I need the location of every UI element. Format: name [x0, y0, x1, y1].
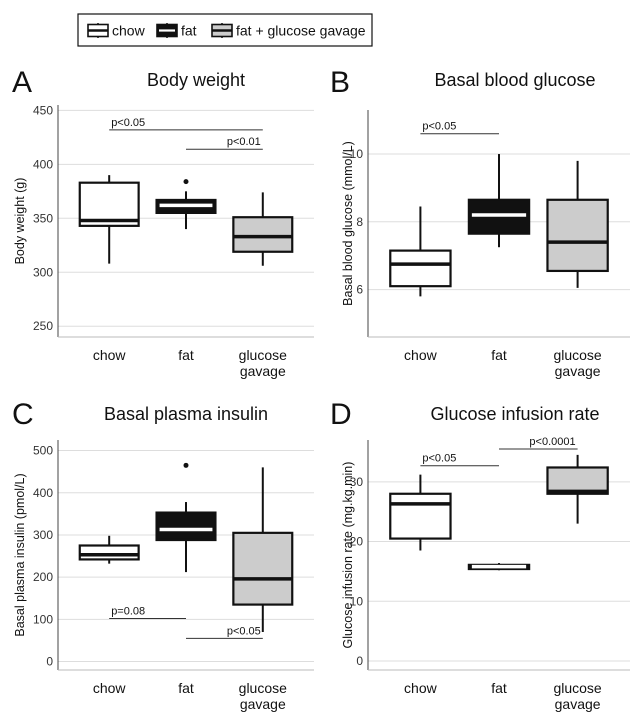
box-body-b-2	[546, 198, 609, 273]
x-tick-label-d-2-0: glucose	[553, 680, 601, 696]
box-b-2	[546, 160, 609, 288]
x-tick-label-d-2-1: gavage	[555, 696, 601, 712]
sig-label-d-0: p<0.05	[422, 453, 456, 465]
y-tick-label-c-0: 0	[46, 655, 53, 669]
y-tick-label-c-4: 400	[33, 486, 53, 500]
sig-label-c-0: p=0.08	[111, 606, 145, 618]
legend-item-gavage: fat + glucose gavage	[211, 23, 366, 39]
y-tick-label-d-0: 0	[356, 654, 363, 668]
box-body-a-2	[232, 216, 294, 253]
y-axis-label-c: Basal plasma insulin (pmol/L)	[13, 473, 27, 636]
outlier-a-1-0	[183, 179, 189, 185]
y-axis-label-b: Basal blood glucose (mmol/L)	[341, 141, 355, 306]
y-tick-label-c-5: 500	[33, 444, 53, 458]
sig-label-c-1: p<0.05	[227, 625, 261, 637]
box-body-c-2	[232, 531, 294, 606]
title-c: Basal plasma insulin	[104, 404, 268, 424]
y-tick-label-b-2: 10	[350, 147, 364, 161]
x-tick-label-b-1: fat	[491, 347, 507, 363]
y-tick-label-a-4: 450	[33, 103, 53, 117]
x-tick-label-c-2-1: gavage	[240, 696, 286, 712]
panel-letter-b: B	[330, 66, 350, 99]
y-tick-label-a-0: 250	[33, 319, 53, 333]
y-tick-label-c-2: 200	[33, 570, 53, 584]
box-a-2	[232, 192, 294, 266]
box-body-d-0	[389, 492, 452, 540]
legend-fat-label: fat	[181, 23, 197, 39]
legend-chow-label: chow	[112, 23, 146, 39]
box-d-2	[546, 454, 609, 524]
legend: chow fat fat + glucose gavage	[77, 13, 373, 47]
y-tick-label-c-3: 300	[33, 528, 53, 542]
x-tick-label-c-0: chow	[93, 680, 127, 696]
x-tick-label-a-2-1: gavage	[240, 363, 286, 379]
box-b-0	[389, 206, 452, 297]
y-tick-label-d-2: 20	[350, 535, 364, 549]
panel-b: 6 8 10 Basal blood glucose Basal blood gluco…	[341, 70, 630, 379]
x-tick-label-d-1: fat	[491, 680, 507, 696]
box-body-c-0	[78, 544, 140, 561]
y-tick-label-d-1: 10	[350, 594, 364, 608]
box-c-1	[155, 462, 217, 573]
box-c-0	[78, 535, 140, 564]
title-d: Glucose infusion rate	[430, 404, 599, 424]
panel-a: 250 300 350 400 450 Body weight Body weight (g…	[13, 70, 314, 379]
title-b: Basal blood glucose	[434, 70, 595, 90]
box-body-d-2	[546, 466, 609, 495]
box-c-2	[232, 467, 294, 633]
box-body-a-0	[78, 181, 140, 227]
sig-label-a-1: p<0.01	[227, 136, 261, 148]
panel-letter-a: A	[12, 66, 32, 99]
legend-item-fat: fat	[156, 23, 197, 39]
x-tick-label-a-1: fat	[178, 347, 194, 363]
legend-gavage-label: fat + glucose gavage	[236, 23, 366, 39]
sig-label-d-1: p<0.0001	[529, 436, 575, 448]
box-d-1	[467, 563, 531, 571]
box-a-0	[78, 175, 140, 264]
panel-d: 0 10 20 30 Glucose infusion rate Glucose infu…	[341, 404, 630, 712]
sig-label-b-0: p<0.05	[422, 121, 456, 133]
x-tick-label-b-2-1: gavage	[555, 363, 601, 379]
box-body-c-1	[155, 511, 217, 542]
x-tick-label-c-2-0: glucose	[239, 680, 287, 696]
x-tick-label-c-1: fat	[178, 680, 194, 696]
x-tick-label-b-2-0: glucose	[553, 347, 601, 363]
box-a-1	[155, 179, 217, 230]
box-d-0	[389, 474, 452, 551]
sig-label-a-0: p<0.05	[111, 117, 145, 129]
x-tick-label-a-2-0: glucose	[239, 347, 287, 363]
x-tick-label-d-0: chow	[404, 680, 438, 696]
panel-letter-c: C	[12, 398, 34, 431]
title-a: Body weight	[147, 70, 245, 90]
x-tick-label-a-0: chow	[93, 347, 127, 363]
panel-c: 0 100 200 300 400 500 Basal plasma insulin Basa…	[13, 404, 314, 712]
legend-item-chow: chow	[87, 23, 146, 39]
box-b-1	[467, 154, 531, 248]
y-tick-label-b-0: 6	[356, 283, 363, 297]
y-tick-label-b-1: 8	[356, 215, 363, 229]
y-tick-label-a-1: 300	[33, 265, 53, 279]
y-tick-label-c-1: 100	[33, 612, 53, 626]
y-tick-label-a-2: 350	[33, 211, 53, 225]
y-axis-label-d: Glucose infusion rate (mg.kg.min)	[341, 462, 355, 649]
y-tick-label-d-3: 30	[350, 475, 364, 489]
outlier-c-1-0	[183, 462, 189, 468]
panel-letter-d: D	[330, 398, 352, 431]
x-tick-label-b-0: chow	[404, 347, 438, 363]
y-tick-label-a-3: 400	[33, 157, 53, 171]
box-body-b-0	[389, 249, 452, 288]
y-axis-label-a: Body weight (g)	[13, 178, 27, 265]
